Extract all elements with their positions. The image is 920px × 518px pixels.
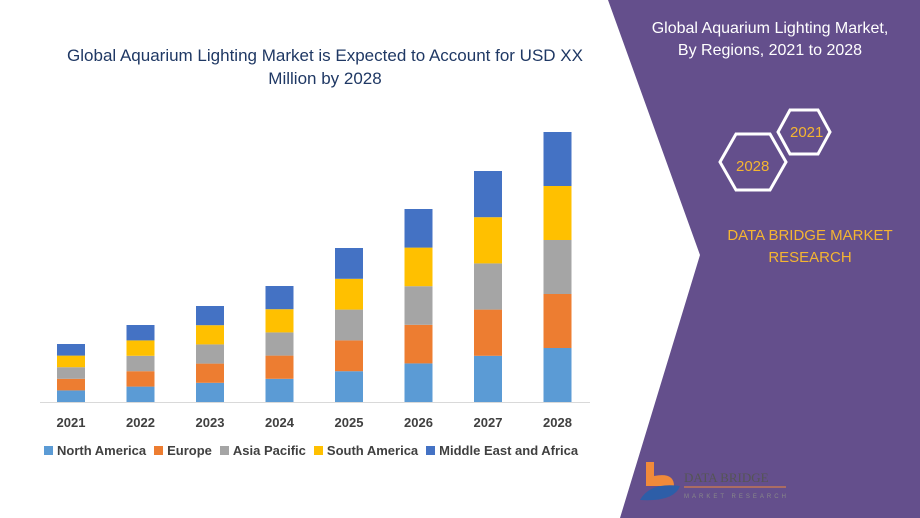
bar-segment xyxy=(543,186,572,240)
side-panel xyxy=(608,0,920,518)
x-tick-label: 2023 xyxy=(196,415,225,430)
bar-segment xyxy=(543,294,572,348)
bar-segment xyxy=(335,309,363,341)
bar-segment xyxy=(543,348,572,402)
bar-segment xyxy=(57,344,85,356)
hex-label-2028: 2028 xyxy=(736,158,770,175)
bar-segment xyxy=(126,386,155,402)
bar-segment xyxy=(543,240,572,294)
bar-segment xyxy=(404,363,433,402)
side-title: Global Aquarium Lighting Market, By Regi… xyxy=(651,20,889,59)
logo-text: DATA BRIDGE xyxy=(684,470,769,485)
bar-segment xyxy=(196,382,224,402)
legend-label: Asia Pacific xyxy=(232,443,306,458)
x-tick-label: 2025 xyxy=(335,415,364,430)
bar-segment xyxy=(265,355,294,379)
legend-item: Middle East and Africa xyxy=(426,443,578,458)
bar-segment xyxy=(474,263,502,310)
legend-label: Europe xyxy=(167,443,212,458)
bar-segment xyxy=(196,325,224,345)
hex-label-2021: 2021 xyxy=(790,124,824,141)
legend: North America Europe Asia Pacific South Ame… xyxy=(44,443,578,458)
chart-title: Global Aquarium Lighting Market is Expec… xyxy=(67,46,583,88)
chart-area: 2021 2022 2023 2024 2025 2026 2027 2028 xyxy=(40,132,590,430)
bar-segment xyxy=(474,171,502,218)
logo-subtext: MARKET RESEARCH xyxy=(684,494,789,500)
legend-swatch xyxy=(426,446,436,455)
x-tick-label: 2028 xyxy=(543,415,572,430)
bar-segment xyxy=(126,371,155,387)
legend-label: South America xyxy=(326,443,419,458)
bar-segment xyxy=(126,355,155,372)
legend-item: South America xyxy=(313,443,419,458)
bar-segment xyxy=(543,132,572,186)
hexagon-2028 xyxy=(718,132,788,192)
legend-swatch xyxy=(313,446,323,455)
bar-segment xyxy=(335,371,363,402)
legend-item: North America xyxy=(44,443,146,458)
bar-segment xyxy=(474,217,502,264)
bar-segment xyxy=(57,390,85,402)
legend-swatch xyxy=(219,446,229,455)
bar-segment xyxy=(404,247,433,287)
bar-segment xyxy=(126,325,155,341)
bar-segment xyxy=(57,355,85,368)
bar-segment xyxy=(196,306,224,326)
legend-label: North America xyxy=(57,443,147,458)
bar-segment xyxy=(265,332,294,356)
bar-segment xyxy=(404,209,433,248)
x-tick-label: 2027 xyxy=(474,415,503,430)
x-tick-label: 2022 xyxy=(126,415,155,430)
bar-segment xyxy=(404,324,433,364)
hexagon-2021 xyxy=(776,108,832,156)
x-tick-label: 2021 xyxy=(57,415,86,430)
bar-segment xyxy=(335,248,363,279)
bar-segment xyxy=(126,340,155,356)
x-tick-label: 2024 xyxy=(265,415,295,430)
bar-segment xyxy=(57,378,85,391)
legend-item: Europe xyxy=(154,443,212,458)
x-tick-label: 2026 xyxy=(404,415,433,430)
legend-swatch xyxy=(154,446,164,455)
brand-text: DATA BRIDGE MARKET RESEARCH xyxy=(727,227,893,266)
legend-item: Asia Pacific xyxy=(219,443,306,458)
bar-segment xyxy=(404,286,433,325)
bar-segment xyxy=(335,340,363,372)
legend-label: Middle East and Africa xyxy=(439,443,579,458)
bar-segment xyxy=(196,363,224,383)
bar-segment xyxy=(335,278,363,310)
bar-segment xyxy=(196,344,224,364)
logo: DATA BRIDGE MARKET RESEARCH xyxy=(636,460,796,510)
bar-segment xyxy=(474,355,502,402)
bar-segment xyxy=(265,378,294,402)
legend-swatch xyxy=(44,446,53,455)
bar-segment xyxy=(474,309,502,356)
bar-segment xyxy=(265,309,294,333)
bar-segment xyxy=(265,286,294,310)
bar-segment xyxy=(57,367,85,379)
